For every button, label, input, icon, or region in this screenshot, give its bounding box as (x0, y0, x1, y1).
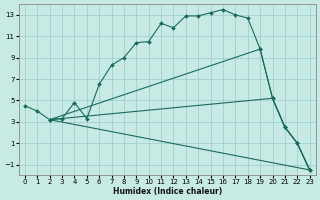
X-axis label: Humidex (Indice chaleur): Humidex (Indice chaleur) (113, 187, 222, 196)
